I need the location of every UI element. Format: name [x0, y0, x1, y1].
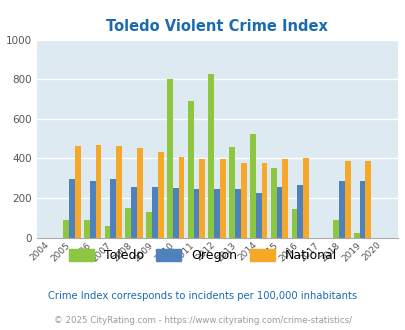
Bar: [69, 179, 75, 238]
Bar: [110, 179, 116, 238]
Bar: [166, 79, 173, 238]
Bar: [193, 189, 199, 238]
Bar: [234, 189, 240, 238]
Bar: [353, 233, 359, 238]
Bar: [255, 193, 261, 238]
Bar: [296, 185, 303, 238]
Text: Crime Index corresponds to incidents per 100,000 inhabitants: Crime Index corresponds to incidents per…: [48, 291, 357, 301]
Bar: [131, 187, 137, 238]
Bar: [276, 187, 282, 238]
Bar: [137, 148, 143, 238]
Legend: Toledo, Oregon, National: Toledo, Oregon, National: [65, 245, 340, 266]
Bar: [104, 226, 110, 238]
Bar: [158, 152, 163, 238]
Bar: [116, 146, 122, 238]
Bar: [291, 209, 296, 238]
Bar: [173, 188, 178, 238]
Bar: [220, 159, 225, 238]
Bar: [229, 147, 234, 238]
Bar: [240, 163, 246, 238]
Bar: [84, 220, 90, 238]
Bar: [125, 208, 131, 238]
Bar: [270, 168, 276, 238]
Bar: [75, 146, 80, 238]
Bar: [359, 181, 364, 238]
Bar: [214, 189, 220, 238]
Bar: [178, 157, 184, 238]
Bar: [95, 145, 101, 238]
Bar: [187, 101, 193, 238]
Bar: [199, 159, 205, 238]
Bar: [63, 220, 69, 238]
Bar: [261, 163, 267, 238]
Bar: [249, 134, 255, 238]
Text: © 2025 CityRating.com - https://www.cityrating.com/crime-statistics/: © 2025 CityRating.com - https://www.city…: [54, 316, 351, 325]
Bar: [303, 158, 308, 238]
Bar: [282, 159, 288, 238]
Title: Toledo Violent Crime Index: Toledo Violent Crime Index: [106, 19, 327, 34]
Bar: [332, 220, 338, 238]
Bar: [208, 74, 214, 238]
Bar: [90, 181, 95, 238]
Bar: [338, 181, 344, 238]
Bar: [344, 161, 350, 238]
Bar: [151, 187, 158, 238]
Bar: [364, 161, 371, 238]
Bar: [146, 212, 151, 238]
